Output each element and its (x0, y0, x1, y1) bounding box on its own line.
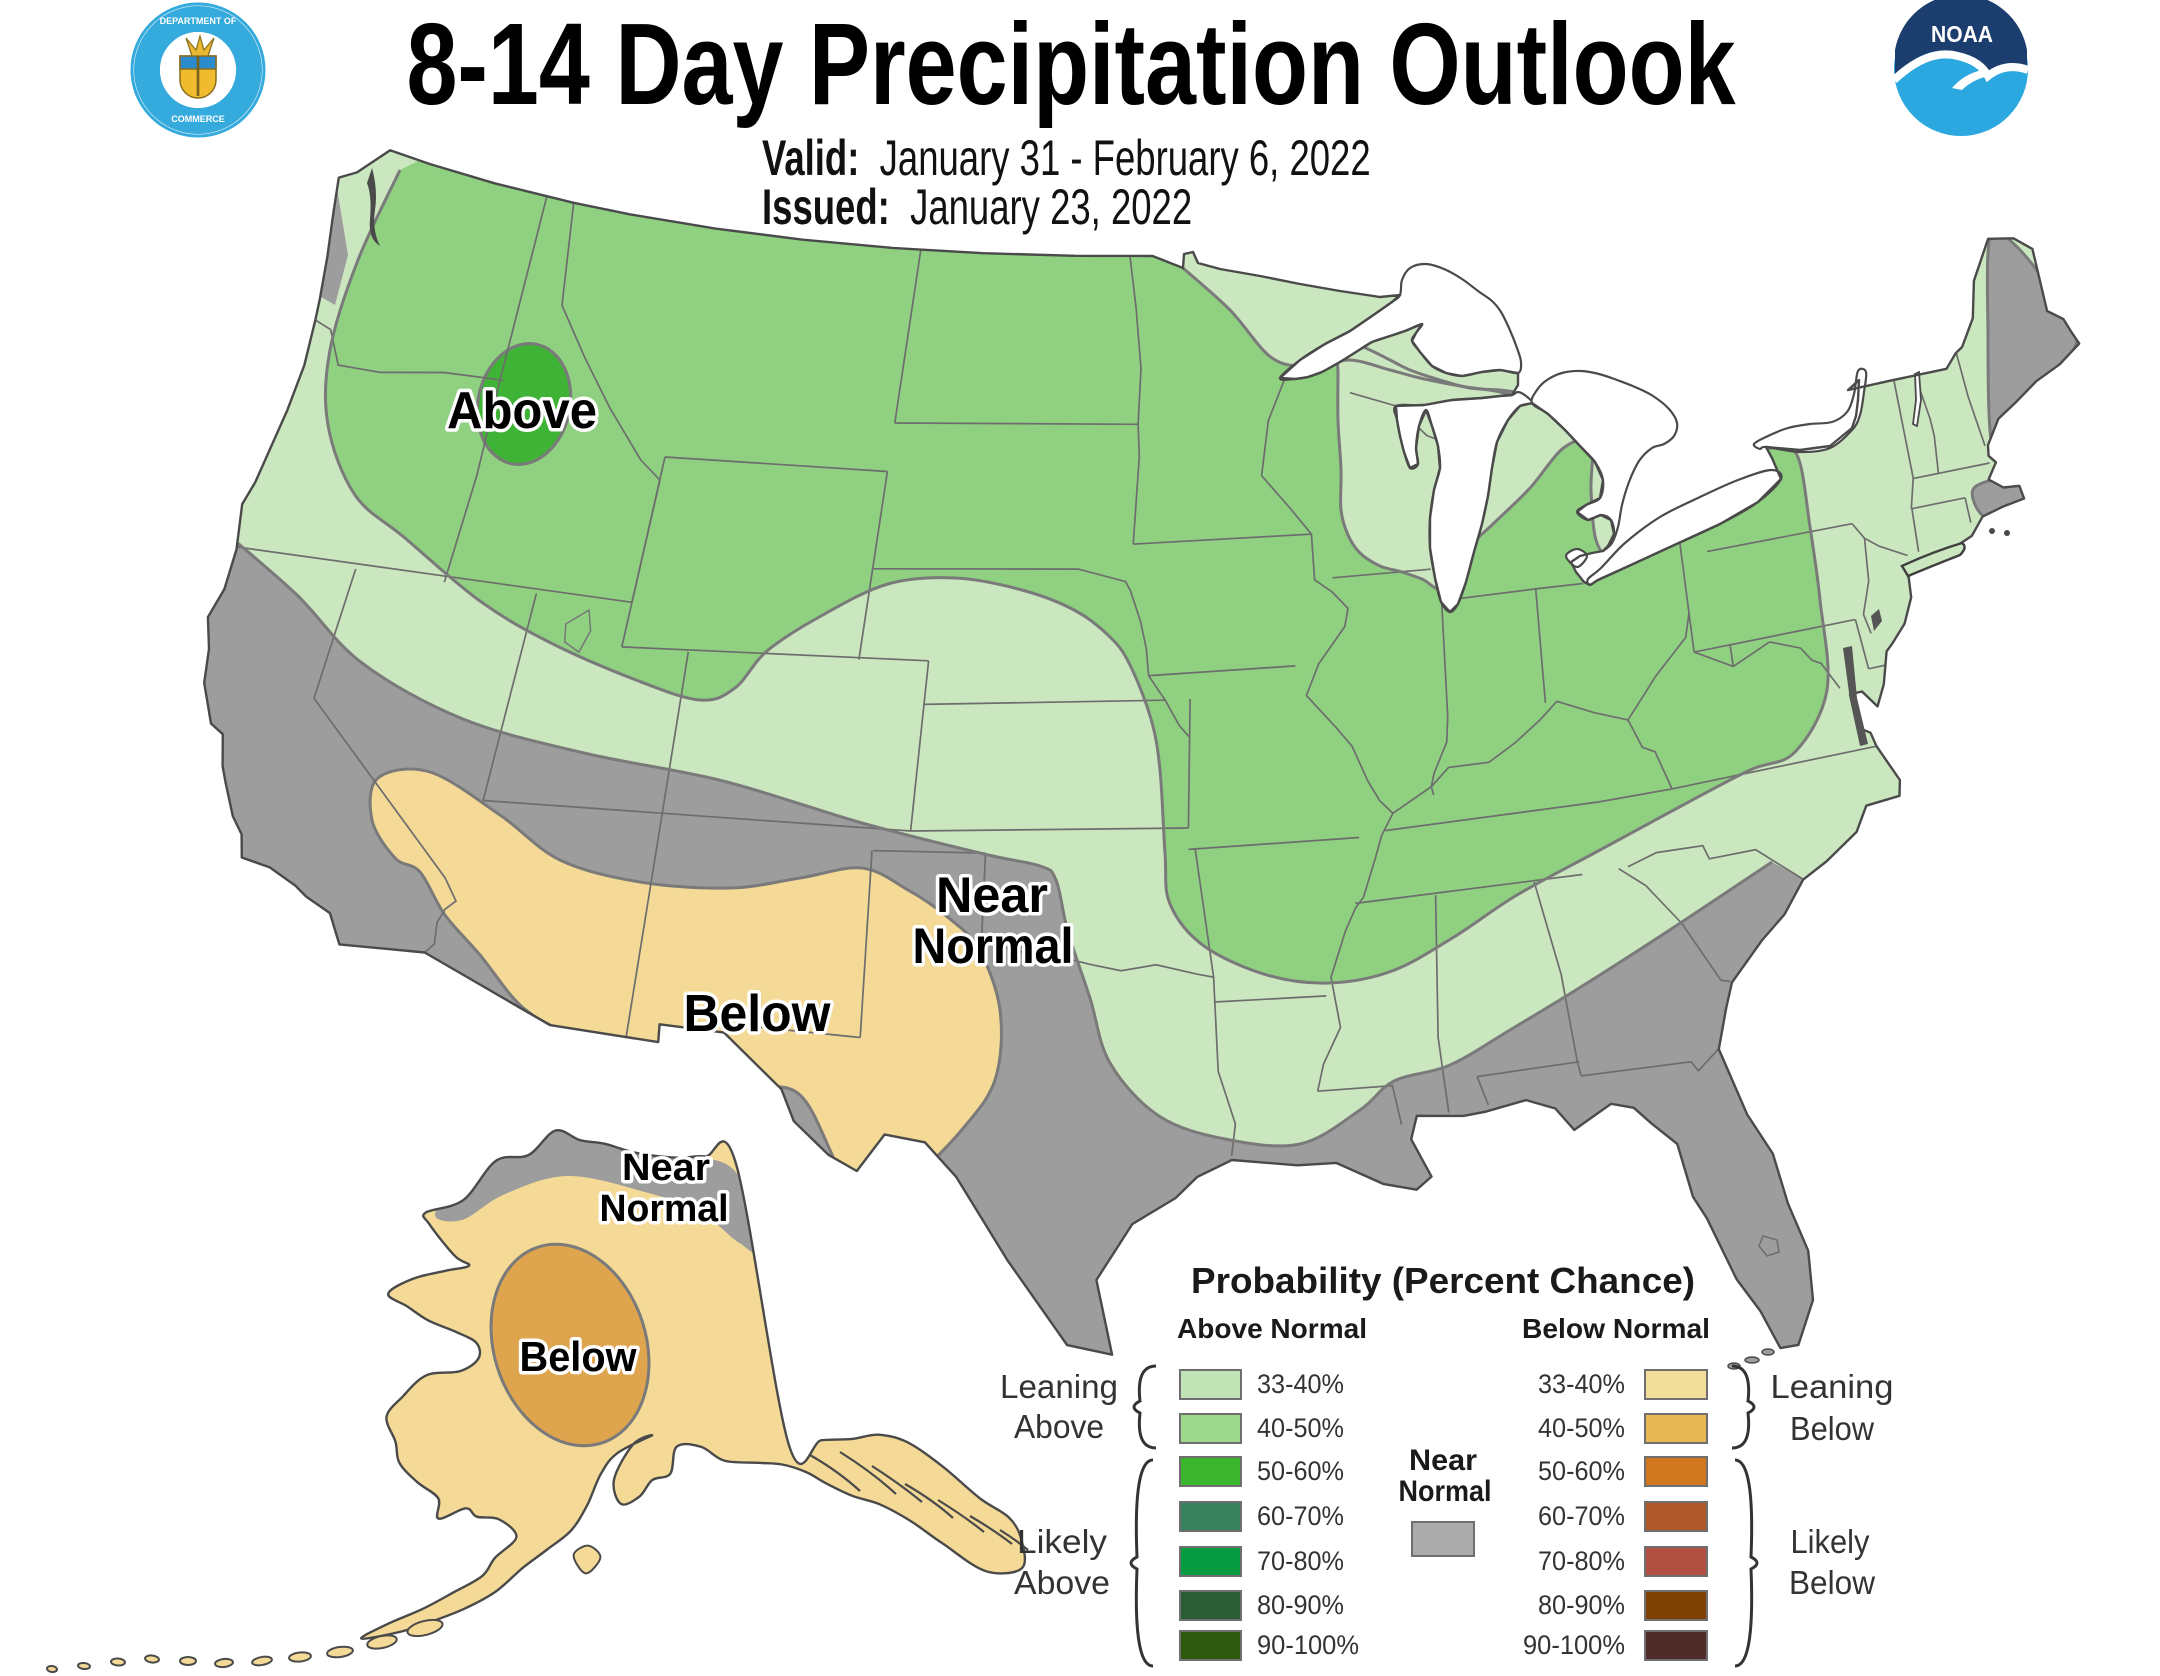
svg-text:60-70%: 60-70% (1257, 1501, 1344, 1531)
svg-text:Above: Above (447, 382, 597, 440)
svg-text:70-80%: 70-80% (1257, 1546, 1344, 1576)
svg-text:Normal: Normal (913, 918, 1074, 974)
svg-text:33-40%: 33-40% (1257, 1369, 1344, 1399)
svg-text:Near: Near (936, 867, 1048, 923)
svg-text:Above Normal: Above Normal (1177, 1313, 1367, 1344)
svg-text:40-50%: 40-50% (1257, 1413, 1344, 1443)
svg-text:33-40%: 33-40% (1538, 1369, 1625, 1399)
svg-text:50-60%: 50-60% (1257, 1456, 1344, 1486)
svg-text:50-60%: 50-60% (1538, 1456, 1625, 1486)
svg-text:Below: Below (520, 1333, 637, 1380)
svg-text:80-90%: 80-90% (1538, 1590, 1625, 1620)
svg-text:Probability (Percent Chance): Probability (Percent Chance) (1191, 1260, 1695, 1301)
svg-text:Likely: Likely (1017, 1523, 1108, 1560)
svg-text:Normal: Normal (600, 1188, 729, 1230)
svg-text:Normal: Normal (1399, 1475, 1492, 1508)
svg-text:DEPARTMENT OF: DEPARTMENT OF (160, 16, 237, 26)
svg-text:90-100%: 90-100% (1523, 1630, 1625, 1660)
svg-text:Likely: Likely (1791, 1523, 1870, 1560)
svg-text:Near: Near (622, 1147, 710, 1189)
svg-text:Below: Below (1789, 1564, 1875, 1601)
svg-text:Below: Below (684, 985, 832, 1043)
svg-text:90-100%: 90-100% (1257, 1630, 1359, 1660)
svg-text:NOAA: NOAA (1931, 21, 1993, 47)
svg-text:Leaning: Leaning (1771, 1368, 1894, 1405)
svg-text:COMMERCE: COMMERCE (171, 114, 225, 124)
svg-text:40-50%: 40-50% (1538, 1413, 1625, 1443)
svg-text:Below Normal: Below Normal (1522, 1313, 1710, 1344)
svg-text:Below: Below (1790, 1410, 1874, 1447)
svg-text:Above: Above (1014, 1564, 1110, 1601)
svg-text:Near: Near (1409, 1444, 1477, 1477)
svg-text:Above: Above (1014, 1408, 1104, 1445)
svg-text:80-90%: 80-90% (1257, 1590, 1344, 1620)
svg-text:70-80%: 70-80% (1538, 1546, 1625, 1576)
svg-text:60-70%: 60-70% (1538, 1501, 1625, 1531)
svg-text:Leaning: Leaning (1000, 1368, 1118, 1405)
